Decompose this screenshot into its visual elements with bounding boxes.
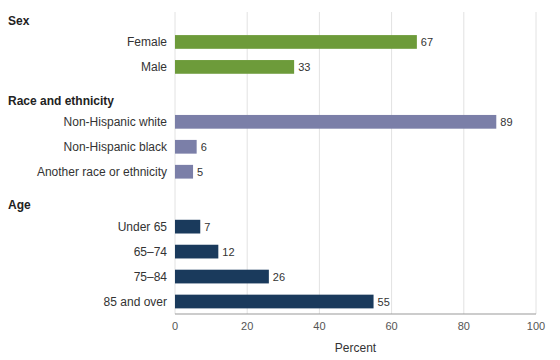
chart: 020406080100PercentSexFemale67Male33Race… [0, 0, 560, 360]
x-tick-label: 0 [172, 320, 178, 332]
category-label: Male [141, 60, 167, 74]
category-label: Non-Hispanic white [64, 115, 168, 129]
data-label: 12 [222, 246, 234, 258]
x-tick-label: 20 [241, 320, 253, 332]
category-label: Female [127, 35, 167, 49]
category-label: Another race or ethnicity [37, 165, 167, 179]
x-axis-label: Percent [335, 341, 377, 355]
group-header: Age [8, 198, 31, 212]
category-label: 75–84 [134, 270, 168, 284]
bar [175, 270, 269, 284]
x-axis-line [175, 314, 536, 315]
bar [175, 115, 496, 129]
bars [175, 35, 496, 308]
data-label: 67 [421, 36, 433, 48]
grid-line [247, 12, 248, 314]
data-label: 7 [204, 221, 210, 233]
data-label: 6 [201, 141, 207, 153]
bar [175, 60, 294, 74]
x-tick-label: 60 [385, 320, 397, 332]
group-header: Race and ethnicity [8, 94, 114, 108]
bar [175, 165, 193, 179]
x-axis: 0 20 40 60 80 100 [172, 314, 545, 332]
bar [175, 220, 200, 234]
data-label: 5 [197, 166, 203, 178]
bar [175, 245, 218, 259]
x-tick-label: 80 [458, 320, 470, 332]
data-label: 26 [273, 271, 285, 283]
grid-line [319, 12, 320, 314]
x-tick-label: 100 [527, 320, 545, 332]
category-label: 65–74 [134, 245, 168, 259]
bar [175, 295, 374, 309]
data-label: 33 [298, 61, 310, 73]
category-label: 85 and over [104, 295, 167, 309]
data-label: 89 [500, 116, 512, 128]
bar [175, 35, 417, 49]
category-label: Under 65 [118, 220, 168, 234]
x-tick-label: 40 [313, 320, 325, 332]
grid-line [536, 12, 537, 314]
labels: SexFemale67Male33Race and ethnicityNon-H… [8, 14, 513, 309]
grid [175, 12, 536, 314]
bar [175, 140, 197, 154]
grid-line [391, 12, 392, 314]
grid-line [175, 12, 176, 314]
category-label: Non-Hispanic black [64, 140, 168, 154]
group-header: Sex [8, 14, 30, 28]
data-label: 55 [378, 296, 390, 308]
grid-line [463, 12, 464, 314]
